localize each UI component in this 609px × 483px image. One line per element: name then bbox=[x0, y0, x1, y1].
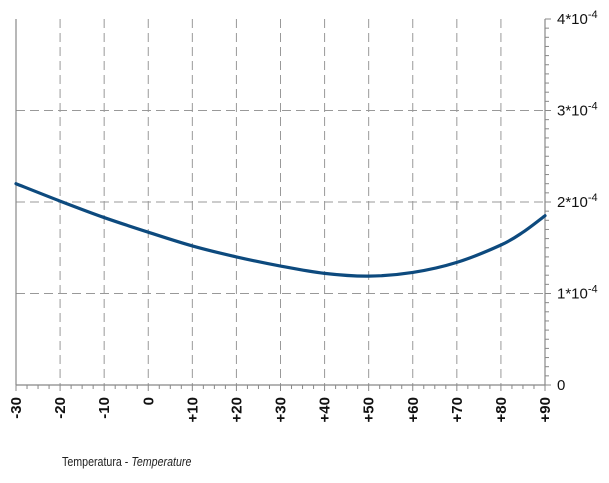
x-tick-label: +50 bbox=[361, 397, 378, 422]
x-tick-label: +90 bbox=[537, 397, 554, 422]
x-tick-label: +70 bbox=[449, 397, 466, 422]
x-tick-label: -20 bbox=[52, 397, 69, 419]
y-tick-label: 0 bbox=[557, 377, 565, 394]
x-tick-label: +80 bbox=[493, 397, 510, 422]
tick-labels: -30 -20 -10 0 +10 +20 +30 +40 +50 +60 +70 +80 +9001*… bbox=[8, 9, 598, 422]
series-line bbox=[14, 182, 547, 278]
series-layer bbox=[14, 182, 547, 278]
x-tick-label: -10 bbox=[96, 397, 113, 419]
x-axis-label-primary: Temperatura - bbox=[62, 454, 132, 469]
x-tick-label: +20 bbox=[228, 397, 245, 422]
grid bbox=[16, 19, 545, 385]
y-tick-label: 3*10-4 bbox=[557, 101, 598, 120]
x-tick-label: +30 bbox=[273, 397, 290, 422]
y-tick-label: 1*10-4 bbox=[557, 284, 598, 303]
x-tick-label: +60 bbox=[405, 397, 422, 422]
x-tick-label: 0 bbox=[140, 397, 157, 405]
x-tick-label: +40 bbox=[317, 397, 334, 422]
y-tick-label: 4*10-4 bbox=[557, 9, 598, 28]
x-tick-label: -30 bbox=[8, 397, 25, 419]
axes bbox=[15, 18, 551, 391]
x-tick-label: +10 bbox=[184, 397, 201, 422]
x-axis-label-secondary: Temperature bbox=[131, 454, 192, 469]
x-axis-label: Temperatura - Temperature bbox=[62, 454, 191, 469]
y-tick-label: 2*10-4 bbox=[557, 192, 598, 211]
